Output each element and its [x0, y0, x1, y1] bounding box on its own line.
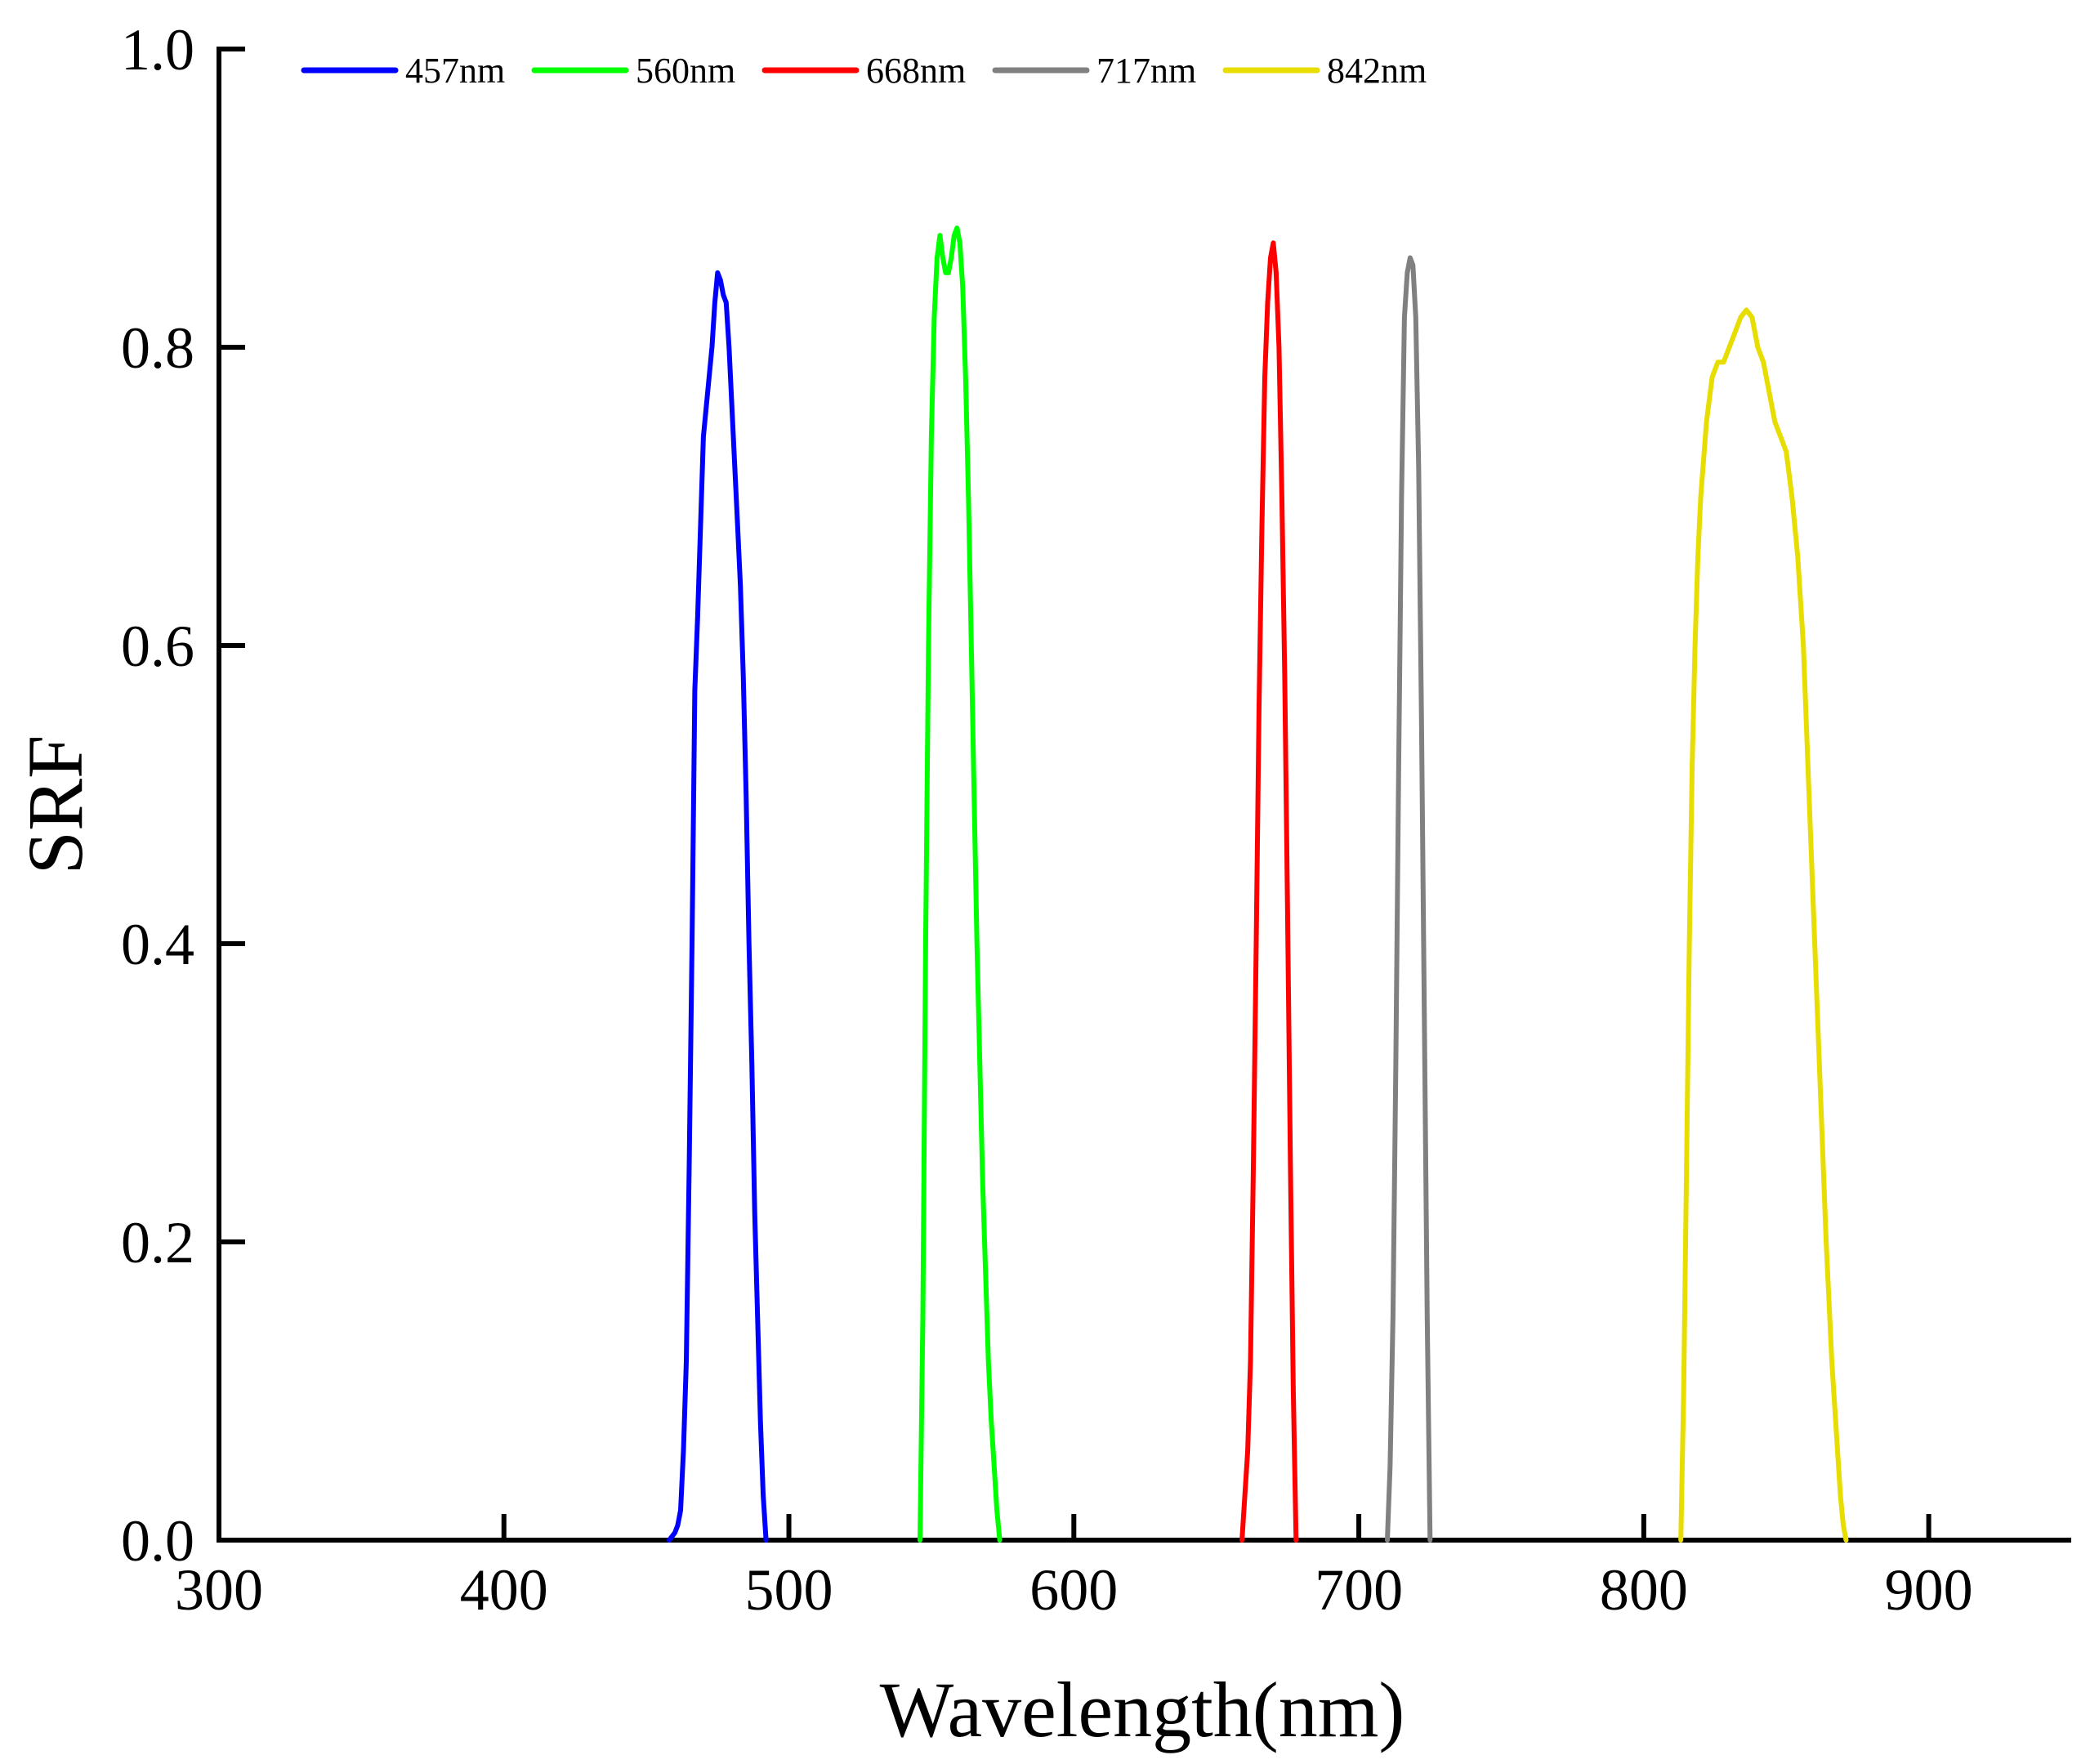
y-tick-label: 0.2 [121, 1210, 194, 1275]
y-tick-label: 0.0 [121, 1508, 194, 1574]
x-tick-label: 600 [1029, 1557, 1118, 1623]
series-line-457nm [667, 270, 769, 1543]
series-line-560nm [918, 226, 1003, 1543]
series-line-842nm [1678, 307, 1849, 1543]
x-tick-label: 800 [1600, 1557, 1688, 1623]
legend-label-457nm: 457nm [405, 51, 505, 91]
x-tick-label: 500 [745, 1557, 833, 1623]
axes: 300 400 500 600 700 800 900 0.0 0.2 0.4 0.6 0.8 1.0 [121, 17, 2071, 1623]
y-tick-label: 0.6 [121, 614, 194, 679]
x-axis-title: Wavelength(nm) [880, 1666, 1405, 1753]
legend-label-560nm: 560nm [636, 51, 735, 91]
legend: 457nm 560nm 668nm 717nm 842nm [301, 51, 1427, 91]
y-tick-label: 0.8 [121, 315, 194, 381]
x-tick-label: 400 [460, 1557, 548, 1623]
series-line-717nm [1385, 255, 1433, 1543]
x-tick-label: 700 [1315, 1557, 1403, 1623]
legend-label-842nm: 842nm [1327, 51, 1427, 91]
x-tick-label: 900 [1885, 1557, 1973, 1623]
x-tick-label: 300 [175, 1557, 263, 1623]
series-line-668nm [1239, 240, 1299, 1543]
y-axis-title: SRF [11, 735, 99, 875]
series-layer [667, 226, 1849, 1543]
y-tick-label: 0.4 [121, 912, 194, 977]
legend-label-717nm: 717nm [1096, 51, 1196, 91]
legend-label-668nm: 668nm [866, 51, 966, 91]
y-tick-label: 1.0 [121, 17, 194, 83]
